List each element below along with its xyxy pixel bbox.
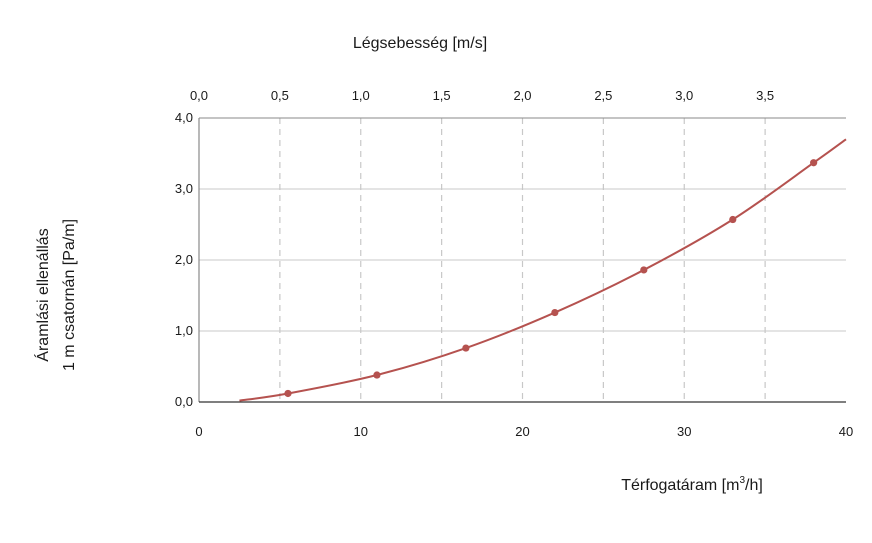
data-point bbox=[284, 389, 292, 398]
data-point bbox=[729, 215, 737, 224]
data-point bbox=[462, 344, 470, 352]
top-tick-label: 1,5 bbox=[433, 88, 451, 103]
top-tick-label: 0,5 bbox=[271, 88, 289, 103]
x-tick-label: 20 bbox=[515, 424, 529, 439]
x-axis-title: Térfogatáram [m3/h] bbox=[621, 475, 763, 494]
top-tick-label: 2,0 bbox=[513, 88, 531, 103]
series-line bbox=[239, 138, 847, 402]
x-tick-label: 40 bbox=[839, 424, 853, 439]
data-point bbox=[810, 159, 818, 167]
x-tick-label: 30 bbox=[677, 424, 691, 439]
x-axis-title-sup: 3 bbox=[739, 475, 745, 486]
data-point bbox=[551, 308, 559, 317]
y-tick-label: 0,0 bbox=[175, 394, 193, 409]
y-axis-title: Áramlási ellenállás 1 m csatornán [Pa/m] bbox=[33, 219, 78, 371]
plot-frame bbox=[198, 117, 846, 403]
y-tick-label: 2,0 bbox=[175, 252, 193, 267]
top-tick-label: 3,5 bbox=[756, 88, 774, 103]
x-tick-label: 10 bbox=[354, 424, 368, 439]
data-point bbox=[373, 371, 381, 379]
top-tick-label: 0,0 bbox=[190, 88, 208, 103]
tick-labels: 0,0 1,0 2,0 3,0 4,0 0 10 20 30 40 0,0 0,5 1,0 1,5 2,0 2… bbox=[175, 88, 853, 439]
top-tick-label: 3,0 bbox=[675, 88, 693, 103]
y-axis-title-line1: Áramlási ellenállás bbox=[33, 228, 52, 361]
top-tick-label: 2,5 bbox=[594, 88, 612, 103]
y-tick-label: 1,0 bbox=[175, 323, 193, 338]
top-axis-title: Légsebesség [m/s] bbox=[353, 35, 487, 52]
top-tick-label: 1,0 bbox=[352, 88, 370, 103]
y-axis-title-line2: 1 m csatornán [Pa/m] bbox=[61, 219, 78, 371]
y-tick-label: 4,0 bbox=[175, 110, 193, 125]
series bbox=[239, 138, 847, 402]
y-tick-label: 3,0 bbox=[175, 181, 193, 196]
grid bbox=[199, 117, 846, 402]
x-axis-title-main: Térfogatáram [m bbox=[621, 477, 739, 494]
x-axis-title-end: /h] bbox=[745, 477, 763, 494]
x-tick-label: 0 bbox=[195, 424, 202, 439]
data-point bbox=[640, 266, 648, 274]
